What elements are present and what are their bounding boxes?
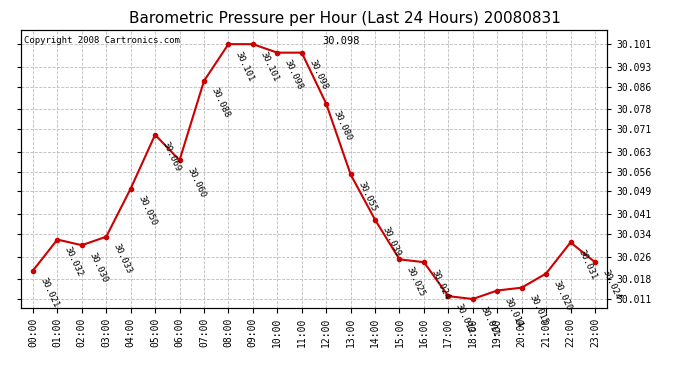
Text: 30.012: 30.012 <box>454 302 475 335</box>
Text: 30.014: 30.014 <box>503 296 524 329</box>
Text: Barometric Pressure per Hour (Last 24 Hours) 20080831: Barometric Pressure per Hour (Last 24 Ho… <box>129 11 561 26</box>
Text: 30.024: 30.024 <box>429 268 451 301</box>
Text: 30.101: 30.101 <box>259 50 280 83</box>
Text: 30.031: 30.031 <box>576 248 598 281</box>
Text: 30.024: 30.024 <box>600 268 622 301</box>
Text: 30.039: 30.039 <box>381 225 402 258</box>
Text: 30.020: 30.020 <box>552 279 573 312</box>
Text: 30.033: 30.033 <box>112 242 134 275</box>
Text: Copyright 2008 Cartronics.com: Copyright 2008 Cartronics.com <box>23 36 179 45</box>
Text: 30.069: 30.069 <box>161 140 182 173</box>
Text: 30.055: 30.055 <box>356 180 378 213</box>
Text: 30.032: 30.032 <box>63 245 85 278</box>
Text: 30.060: 30.060 <box>185 166 207 199</box>
Text: 30.050: 30.050 <box>136 194 158 227</box>
Text: 30.030: 30.030 <box>88 251 109 284</box>
Text: 30.101: 30.101 <box>234 50 256 83</box>
Text: 30.015: 30.015 <box>527 293 549 326</box>
Text: 30.021: 30.021 <box>39 276 60 309</box>
Text: 30.088: 30.088 <box>210 87 231 120</box>
Text: 30.098: 30.098 <box>307 58 329 91</box>
Text: 30.011: 30.011 <box>478 304 500 338</box>
Text: 30.098: 30.098 <box>283 58 305 91</box>
Text: 30.098: 30.098 <box>322 36 360 46</box>
Text: 30.025: 30.025 <box>405 265 427 298</box>
Text: 30.080: 30.080 <box>332 109 353 142</box>
